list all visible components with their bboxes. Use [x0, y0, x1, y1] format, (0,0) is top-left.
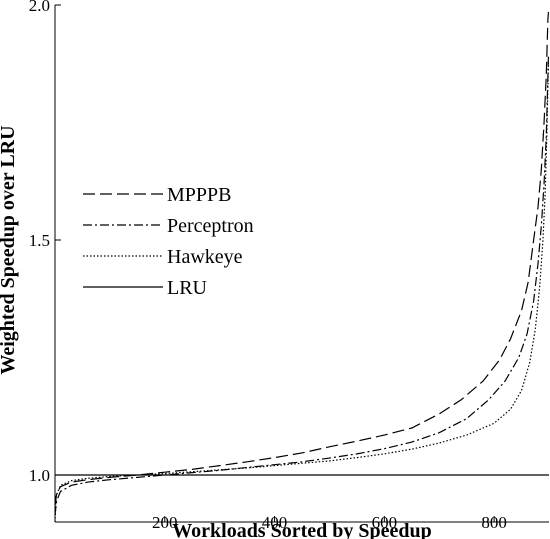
y-tick-label: 2.0 — [29, 0, 50, 15]
series-line-perceptron — [54, 56, 550, 516]
legend: MPPPB Perceptron Hawkeye LRU — [83, 184, 254, 299]
series-line-hawkeye — [54, 61, 550, 523]
x-tick-label: 200 — [152, 513, 178, 532]
x-axis-title: Workloads Sorted by Speedup — [172, 520, 432, 539]
y-axis-title: Weighted Speedup over LRU — [0, 125, 19, 374]
y-tick-label: 1.0 — [29, 466, 50, 485]
legend-label-hawkeye: Hawkeye — [167, 246, 243, 268]
series-layer — [54, 12, 550, 523]
x-tick-label: 600 — [372, 513, 398, 532]
legend-label-mpppb: MPPPB — [167, 184, 232, 206]
y-tick-label: 1.5 — [29, 231, 50, 250]
axes: 1.0 1.5 2.0 200 400 600 800 — [29, 0, 549, 532]
series-line-mpppb — [54, 12, 550, 506]
x-tick-label: 400 — [262, 513, 288, 532]
x-tick-label: 800 — [481, 513, 507, 532]
legend-label-perceptron: Perceptron — [167, 215, 254, 237]
legend-label-lru: LRU — [167, 277, 208, 299]
